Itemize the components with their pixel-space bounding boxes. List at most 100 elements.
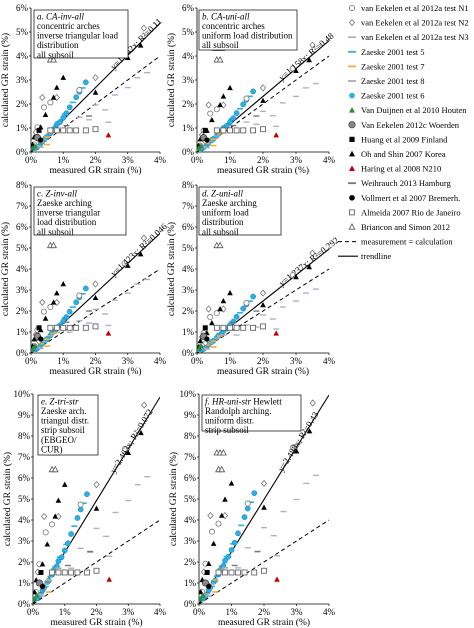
data-point (60, 281, 67, 287)
data-point (230, 115, 237, 122)
data-point (121, 260, 128, 267)
data-point (251, 490, 258, 496)
data-point (105, 330, 112, 336)
y-tick-label: 5% (182, 243, 195, 253)
x-tick-label: 0% (191, 155, 204, 165)
data-point (210, 540, 217, 546)
y-tick-label: 5% (182, 27, 195, 37)
legend-item: van Eekelen et al 2012a test N1 (348, 3, 469, 13)
data-point (53, 127, 60, 134)
legend-item: trendline (338, 251, 391, 261)
y-tick-label: 9% (18, 410, 31, 420)
panel-description-line: triangul distr. (41, 416, 89, 426)
legend-marker (349, 150, 355, 157)
panel-description-line: uniform distr. (205, 416, 254, 426)
data-point (51, 465, 59, 473)
data-point (227, 324, 233, 331)
data-point (137, 251, 144, 257)
data-point (240, 127, 247, 134)
x-axis-label: measured GR strain (%) (218, 617, 310, 628)
data-point (243, 95, 250, 102)
data-point (92, 74, 99, 82)
panel-description-line: all subsoil (37, 50, 74, 60)
data-point (215, 520, 222, 527)
x-axis-label: measured GR strain (%) (49, 165, 141, 176)
data-point (47, 127, 54, 134)
data-point (208, 528, 215, 535)
data-point (32, 343, 38, 349)
data-point (260, 97, 266, 103)
data-point (261, 567, 267, 574)
y-tick-label: 1% (182, 123, 195, 133)
data-point (55, 558, 62, 565)
data-point (73, 324, 80, 331)
legend-item: Huang et al 2009 Finland (349, 134, 448, 144)
x-tick-label: 3% (122, 155, 135, 165)
data-point (47, 304, 54, 311)
x-tick-label: 4% (323, 155, 336, 165)
plot-area (33, 396, 160, 604)
data-point (251, 569, 258, 576)
y-tick-label: 0% (182, 348, 195, 358)
legend-marker (348, 5, 355, 11)
panel-description-line: all subsoil (202, 40, 239, 50)
x-tick-label: 2% (257, 356, 270, 366)
data-point (49, 569, 55, 576)
x-tick-label: 1% (224, 356, 237, 366)
y-tick-label: 5% (18, 494, 31, 504)
legend-label: Weihrauch 2013 Hamburg (361, 178, 452, 188)
data-point (61, 547, 68, 554)
data-point (77, 506, 84, 513)
data-point (293, 274, 299, 280)
data-point (73, 127, 80, 134)
data-point (207, 314, 214, 321)
y-tick-label: 4% (16, 264, 29, 274)
plot-area (197, 40, 329, 152)
y-tick-label: 8% (16, 180, 29, 190)
data-point (309, 41, 316, 49)
panel-title: f. HR-uni-str Hewlett (205, 397, 282, 407)
data-point (50, 299, 57, 305)
y-tick-label: 4% (182, 264, 195, 274)
y-tick-label: 2% (184, 557, 197, 567)
x-tick-label: 1% (226, 607, 239, 617)
data-point (309, 249, 316, 257)
y-tick-label: 7% (184, 452, 197, 462)
identity-line (33, 519, 160, 604)
legend-label: van Eekelen et al 2012a test N3 (361, 32, 469, 42)
data-point (240, 324, 247, 331)
data-point (274, 576, 280, 582)
data-point (241, 514, 248, 520)
data-point (61, 569, 68, 576)
y-tick-label: 5% (16, 243, 29, 253)
data-point (261, 504, 267, 510)
data-point (205, 101, 212, 109)
data-point (92, 126, 99, 133)
data-point (204, 570, 210, 575)
chart-panel-d: 0% 1% 2% 3% 4% 5% 6% 7% 8% 0% 1% 2% 3% 4% measured GR … (166, 180, 341, 377)
legend-marker (348, 223, 356, 230)
legend-label: trendline (361, 251, 391, 261)
x-tick-label: 1% (224, 155, 237, 165)
panel-description-line: (EBGEO/ (41, 435, 77, 445)
data-point (202, 325, 208, 331)
y-tick-label: 2% (18, 557, 31, 567)
x-tick-label: 1% (57, 155, 70, 165)
data-point (220, 93, 227, 99)
panel-title: b. CA-uni-all (202, 12, 250, 22)
data-point (250, 127, 257, 134)
data-point (218, 465, 226, 473)
data-point (52, 513, 59, 519)
data-point (42, 529, 49, 536)
data-point (140, 234, 148, 242)
data-point (290, 444, 297, 451)
y-tick-label: 2% (182, 306, 195, 316)
x-axis-label: measured GR strain (%) (217, 165, 309, 176)
y-tick-label: 1% (182, 327, 195, 337)
data-point (227, 127, 233, 134)
data-point (36, 127, 42, 133)
data-point (222, 569, 228, 576)
data-point (82, 127, 89, 134)
data-point (39, 298, 46, 307)
legend-item: Vollmert et al 2007 Bremerh. (349, 193, 460, 203)
